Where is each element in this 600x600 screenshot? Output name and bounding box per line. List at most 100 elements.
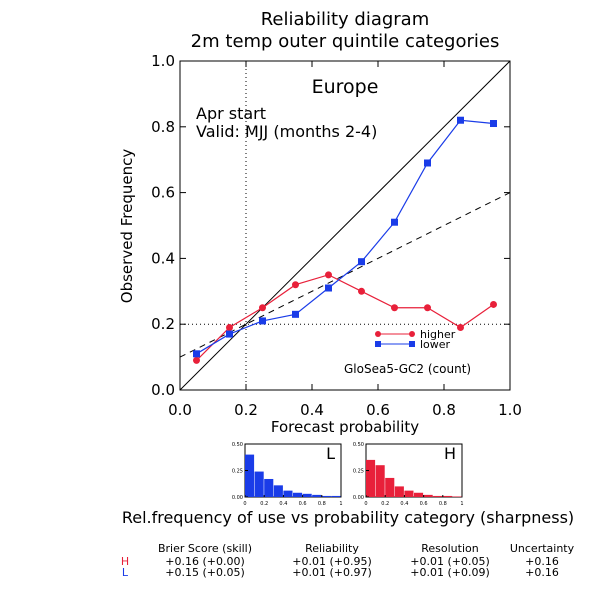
- data-point-higher: [325, 271, 332, 279]
- reference-lines: [179, 60, 511, 391]
- legend-label-lower: lower: [420, 338, 451, 351]
- score-cell: +0.16: [525, 566, 559, 579]
- histogram-bar: [312, 494, 322, 497]
- x-axis-label: Forecast probability: [271, 418, 419, 436]
- series-line-higher: [196, 274, 494, 361]
- model-label: GloSea5-GC2 (count): [344, 362, 471, 376]
- data-point-lower: [424, 159, 431, 167]
- histogram-bar: [414, 492, 424, 497]
- histogram-bar: [331, 495, 341, 497]
- histogram-x-tick-label: 0.4: [279, 501, 287, 507]
- histogram-bar: [404, 490, 414, 497]
- perfect-reliability-line: [179, 60, 511, 391]
- plot-frame: [179, 60, 511, 391]
- data-point-higher: [391, 304, 398, 312]
- chart-title-line2: 2m temp outer quintile categories: [191, 31, 500, 52]
- data-point-higher: [226, 323, 233, 331]
- histogram-y-tick-label: 0.50: [353, 442, 364, 448]
- legend: higher lower: [375, 328, 456, 351]
- score-header: Brier Score (skill): [158, 542, 252, 555]
- histogram-x-tick-label: 0: [243, 501, 246, 507]
- score-header: Reliability: [305, 542, 359, 555]
- data-point-higher: [457, 323, 464, 331]
- histogram-bar: [283, 490, 293, 497]
- sharpness-histogram-higher: 0.50 0.25 0.000 0.2 0.4 0.6 0.8 1 H: [353, 442, 464, 507]
- scores-table: Brier Score (skill) Reliability Resolution…: [121, 542, 575, 579]
- histogram-x-tick-label: 0.6: [299, 501, 307, 507]
- score-row-label: H: [121, 555, 129, 568]
- histogram-bar: [423, 494, 433, 497]
- main-axes: 0.0 0.2 0.4 0.6 0.8 1.0 0.0 0.2 0.4 0.6 0.8 1.0: [151, 52, 522, 419]
- data-point-lower: [457, 116, 464, 124]
- histogram-x-tick-label: 0.8: [439, 501, 447, 507]
- histogram-bar: [293, 492, 303, 497]
- histogram-bar: [264, 478, 274, 497]
- histogram-x-tick-label: 1: [460, 501, 463, 507]
- data-point-higher: [424, 304, 431, 312]
- legend-marker-lower: [409, 341, 415, 347]
- histogram-bar: [321, 495, 331, 497]
- data-point-lower: [259, 317, 266, 325]
- histogram-bar: [442, 495, 452, 497]
- y-tick-label: 0.0: [151, 381, 175, 399]
- histogram-bar: [375, 465, 385, 497]
- y-axis-label: Observed Frequency: [118, 149, 136, 304]
- score-cell: +0.16 (+0.00): [165, 555, 245, 568]
- y-tick-label: 0.4: [151, 249, 175, 267]
- histogram-bar: [366, 459, 376, 497]
- x-tick-label: 0.4: [300, 401, 324, 419]
- histogram-bar: [245, 454, 255, 497]
- sharpness-caption: Rel.frequency of use vs probability cate…: [122, 508, 574, 527]
- data-point-lower: [490, 120, 497, 128]
- y-tick-label: 0.6: [151, 184, 175, 202]
- chart-title-line1: Reliability diagram: [261, 9, 430, 30]
- histogram-x-tick-label: 0.2: [381, 501, 389, 507]
- start-label: Apr start: [196, 104, 266, 123]
- score-header: Resolution: [421, 542, 479, 555]
- data-point-lower: [358, 258, 365, 266]
- x-tick-label: 0.8: [432, 401, 456, 419]
- valid-label: Valid: MJJ (months 2-4): [196, 122, 377, 141]
- histogram-bar: [452, 496, 462, 497]
- x-tick-label: 0.2: [234, 401, 258, 419]
- data-point-higher: [358, 287, 365, 295]
- score-cell: +0.15 (+0.05): [165, 566, 245, 579]
- y-tick-label: 1.0: [151, 52, 175, 70]
- score-cell: +0.01 (+0.09): [410, 566, 490, 579]
- legend-marker-higher: [409, 331, 415, 337]
- histogram-bar: [385, 477, 395, 497]
- score-row-label: L: [122, 566, 129, 579]
- x-tick-label: 1.0: [498, 401, 522, 419]
- series-line-lower: [196, 119, 494, 355]
- data-point-lower: [193, 350, 200, 358]
- histogram-x-tick-label: 0.4: [400, 501, 408, 507]
- histogram-x-tick-label: 0.8: [318, 501, 326, 507]
- histogram-y-tick-label: 0.00: [232, 495, 243, 501]
- score-cell: +0.01 (+0.97): [292, 566, 372, 579]
- data-point-higher: [292, 281, 299, 289]
- histogram-x-tick-label: 0.6: [420, 501, 428, 507]
- histogram-y-tick-label: 0.25: [232, 469, 243, 475]
- legend-label-higher: higher: [420, 328, 456, 341]
- data-point-higher: [193, 356, 200, 364]
- histogram-x-tick-label: 0.2: [260, 501, 268, 507]
- histogram-bar: [254, 471, 264, 497]
- data-point-higher: [490, 300, 497, 308]
- histogram-y-tick-label: 0.25: [353, 469, 364, 475]
- histogram-bar: [394, 486, 404, 497]
- data-point-lower: [325, 284, 332, 292]
- legend-marker-lower: [375, 341, 381, 347]
- histogram-bar: [302, 493, 312, 497]
- histogram-bar: [433, 495, 443, 497]
- histogram-bar: [273, 485, 283, 497]
- score-cell: +0.16: [525, 555, 559, 568]
- histogram-x-tick-label: 1: [339, 501, 342, 507]
- histogram-y-tick-label: 0.50: [232, 442, 243, 448]
- data-point-higher: [259, 304, 266, 312]
- data-point-lower: [391, 218, 398, 226]
- series-layer: [193, 116, 497, 364]
- score-cell: +0.01 (+0.05): [410, 555, 490, 568]
- legend-marker-higher: [375, 331, 381, 337]
- histogram-y-tick-label: 0.00: [353, 495, 364, 501]
